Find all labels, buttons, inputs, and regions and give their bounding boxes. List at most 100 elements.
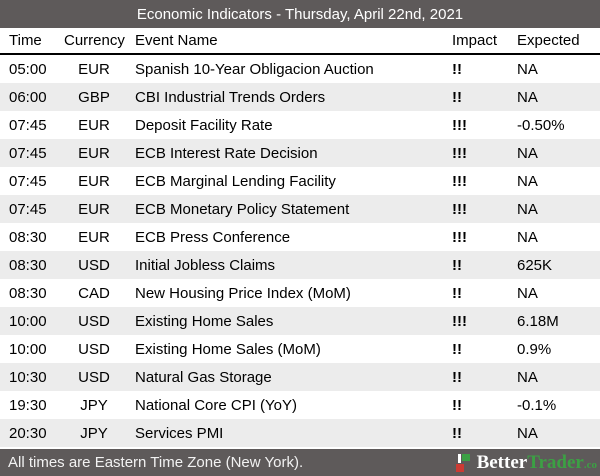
cell-expected: NA: [517, 144, 538, 162]
cell-currency: USD: [78, 312, 110, 330]
cell-impact: !!!: [452, 144, 467, 162]
table-row: 08:30 EUR ECB Press Conference !!! NA: [0, 223, 600, 251]
cell-event-name: Spanish 10-Year Obligacion Auction: [135, 60, 374, 78]
cell-event-name: ECB Interest Rate Decision: [135, 144, 318, 162]
cell-impact: !!: [452, 368, 462, 386]
cell-expected: NA: [517, 424, 538, 442]
brand-logo: Better Trader .co: [455, 452, 597, 473]
cell-time: 07:45: [9, 200, 47, 218]
cell-impact: !!!: [452, 116, 467, 134]
cell-event-name: Deposit Facility Rate: [135, 116, 273, 134]
cell-event-name: National Core CPI (YoY): [135, 396, 298, 414]
cell-time: 10:00: [9, 340, 47, 358]
cell-currency: EUR: [78, 200, 110, 218]
table-row: 07:45 EUR ECB Monetary Policy Statement …: [0, 195, 600, 223]
cell-currency: EUR: [78, 144, 110, 162]
cell-expected: 6.18M: [517, 312, 559, 330]
cell-time: 10:30: [9, 368, 47, 386]
cell-time: 08:30: [9, 284, 47, 302]
cell-time: 10:00: [9, 312, 47, 330]
table-body: 05:00 EUR Spanish 10-Year Obligacion Auc…: [0, 55, 600, 447]
cell-time: 05:00: [9, 60, 47, 78]
brand-text-trader: Trader: [527, 452, 584, 473]
cell-currency: GBP: [78, 88, 110, 106]
cell-time: 06:00: [9, 88, 47, 106]
cell-event-name: ECB Marginal Lending Facility: [135, 172, 336, 190]
cell-impact: !!: [452, 60, 462, 78]
footer-bar: All times are Eastern Time Zone (New Yor…: [0, 449, 600, 476]
cell-event-name: Services PMI: [135, 424, 224, 442]
table-row: 07:45 EUR Deposit Facility Rate !!! -0.5…: [0, 111, 600, 139]
cell-time: 08:30: [9, 228, 47, 246]
cell-impact: !!: [452, 340, 462, 358]
cell-currency: JPY: [80, 424, 108, 442]
cell-event-name: Existing Home Sales: [135, 312, 274, 330]
table-row: 10:00 USD Existing Home Sales !!! 6.18M: [0, 307, 600, 335]
brand-text-better: Better: [476, 452, 528, 473]
timezone-note: All times are Eastern Time Zone (New Yor…: [8, 454, 304, 471]
cell-expected: NA: [517, 284, 538, 302]
cell-time: 07:45: [9, 144, 47, 162]
cell-impact: !!!: [452, 228, 467, 246]
cell-expected: NA: [517, 60, 538, 78]
cell-expected: -0.1%: [517, 396, 557, 414]
cell-expected: NA: [517, 368, 538, 386]
cell-event-name: Initial Jobless Claims: [135, 256, 276, 274]
table-row: 06:00 GBP CBI Industrial Trends Orders !…: [0, 83, 600, 111]
cell-impact: !!: [452, 284, 462, 302]
table-row: 10:30 USD Natural Gas Storage !! NA: [0, 363, 600, 391]
bettertrader-logo-icon: [455, 454, 470, 472]
cell-event-name: New Housing Price Index (MoM): [135, 284, 351, 302]
cell-impact: !!!: [452, 312, 467, 330]
table-row: 19:30 JPY National Core CPI (YoY) !! -0.…: [0, 391, 600, 419]
cell-time: 07:45: [9, 116, 47, 134]
cell-currency: EUR: [78, 60, 110, 78]
cell-expected: NA: [517, 172, 538, 190]
cell-time: 19:30: [9, 396, 47, 414]
table-row: 20:30 JPY Services PMI !! NA: [0, 419, 600, 447]
cell-currency: USD: [78, 340, 110, 358]
cell-impact: !!!: [452, 172, 467, 190]
column-header-currency: Currency: [64, 32, 125, 49]
title-bar: Economic Indicators - Thursday, April 22…: [0, 0, 600, 28]
cell-expected: NA: [517, 228, 538, 246]
cell-impact: !!!: [452, 200, 467, 218]
cell-impact: !!: [452, 256, 462, 274]
cell-expected: NA: [517, 88, 538, 106]
cell-expected: NA: [517, 200, 538, 218]
table-row: 10:00 USD Existing Home Sales (MoM) !! 0…: [0, 335, 600, 363]
column-header-time: Time: [9, 32, 42, 49]
cell-expected: 0.9%: [517, 340, 552, 358]
cell-time: 08:30: [9, 256, 47, 274]
table-row: 07:45 EUR ECB Marginal Lending Facility …: [0, 167, 600, 195]
table-row: 05:00 EUR Spanish 10-Year Obligacion Auc…: [0, 55, 600, 83]
cell-expected: 625K: [517, 256, 553, 274]
cell-impact: !!: [452, 424, 462, 442]
cell-currency: USD: [78, 256, 110, 274]
cell-event-name: CBI Industrial Trends Orders: [135, 88, 326, 106]
column-header-event: Event Name: [135, 32, 218, 49]
cell-time: 20:30: [9, 424, 47, 442]
cell-time: 07:45: [9, 172, 47, 190]
cell-currency: EUR: [78, 116, 110, 134]
table-row: 08:30 USD Initial Jobless Claims !! 625K: [0, 251, 600, 279]
column-header-impact: Impact: [452, 32, 498, 49]
cell-expected: -0.50%: [517, 116, 565, 134]
brand-text-co: .co: [583, 459, 597, 471]
cell-impact: !!: [452, 88, 462, 106]
table-header-row: Time Currency Event Name Impact Expected: [0, 28, 600, 55]
table-row: 07:45 EUR ECB Interest Rate Decision !!!…: [0, 139, 600, 167]
cell-event-name: Natural Gas Storage: [135, 368, 272, 386]
column-header-expected: Expected: [517, 32, 580, 49]
cell-impact: !!: [452, 396, 462, 414]
page-title: Economic Indicators - Thursday, April 22…: [136, 5, 464, 23]
table-row: 08:30 CAD New Housing Price Index (MoM) …: [0, 279, 600, 307]
cell-currency: USD: [78, 368, 110, 386]
cell-currency: JPY: [80, 396, 108, 414]
cell-currency: CAD: [78, 284, 110, 302]
cell-event-name: ECB Monetary Policy Statement: [135, 200, 350, 218]
cell-currency: EUR: [78, 172, 110, 190]
cell-currency: EUR: [78, 228, 110, 246]
cell-event-name: Existing Home Sales (MoM): [135, 340, 321, 358]
